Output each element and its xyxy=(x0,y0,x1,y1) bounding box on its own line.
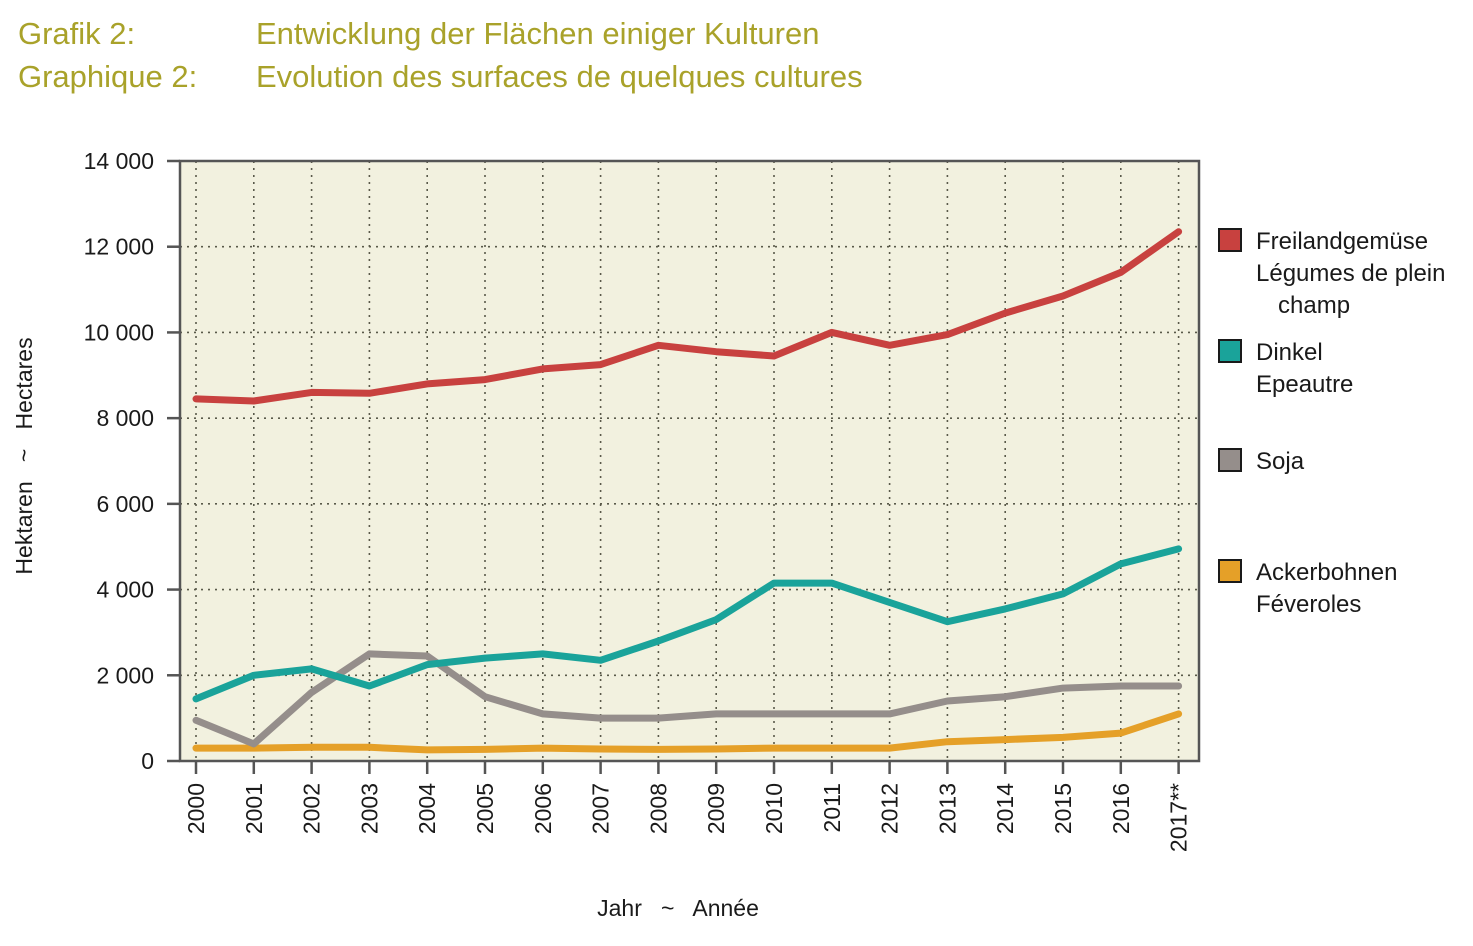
x-tick-label: 2011 xyxy=(819,783,845,832)
x-axis-ticks: 2000 2001 2002 2003 2004 2005 2006 2007 2008 2009… xyxy=(183,761,1192,852)
x-tick-label: 2001 xyxy=(241,783,267,834)
x-axis-label: Jahr ~ Année xyxy=(597,895,759,921)
gridlines xyxy=(180,161,1199,761)
axes xyxy=(178,159,1201,763)
title-label-german: Grafik 2: xyxy=(18,16,136,51)
legend-label: Ackerbohnen xyxy=(1256,559,1397,586)
y-tick-label: 12 000 xyxy=(84,234,154,260)
y-tick-label: 0 xyxy=(141,748,154,774)
x-tick-label: 2013 xyxy=(934,783,960,834)
y-tick-label: 10 000 xyxy=(84,319,154,345)
series-line-freilandgem-se xyxy=(192,228,1183,405)
y-tick-label: 8 000 xyxy=(96,405,154,431)
legend-label: Dinkel xyxy=(1256,339,1323,366)
x-tick-label: 2014 xyxy=(992,783,1018,834)
legend-swatch-soja xyxy=(1218,448,1242,472)
y-tick-label: 2 000 xyxy=(96,662,154,688)
y-tick-label: 4 000 xyxy=(96,577,154,603)
legend-label: Légumes de plein xyxy=(1256,260,1445,287)
plot-area xyxy=(180,161,1199,761)
x-tick-label: 2006 xyxy=(530,783,556,834)
legend-label: Féveroles xyxy=(1256,591,1361,618)
series-lines xyxy=(192,228,1183,754)
x-tick-label: 2007 xyxy=(588,783,614,834)
y-tick-label: 14 000 xyxy=(84,148,154,174)
y-tick-label: 6 000 xyxy=(96,491,154,517)
legend-label: Freilandgemüse xyxy=(1256,228,1428,255)
legend-label: champ xyxy=(1278,292,1350,319)
legend: Freilandgemüse Légumes de plein champ Dinke… xyxy=(1218,228,1445,618)
x-tick-label: 2004 xyxy=(414,783,440,834)
x-tick-label: 2002 xyxy=(299,783,325,834)
x-tick-label: 2012 xyxy=(877,783,903,834)
title-label-french: Graphique 2: xyxy=(18,59,198,94)
x-tick-label: 2005 xyxy=(472,783,498,834)
x-tick-label: 2000 xyxy=(183,783,209,834)
title-text-german: Entwicklung der Flächen einiger Kulturen xyxy=(256,16,820,51)
legend-swatch-dinkel xyxy=(1218,339,1242,363)
legend-label: Soja xyxy=(1256,448,1305,475)
x-tick-label: 2008 xyxy=(645,783,671,834)
y-axis-label: Hektaren ~ Hectares xyxy=(11,337,37,574)
title-text-french: Evolution des surfaces de quelques cultu… xyxy=(256,59,863,94)
plot-frame xyxy=(178,159,1201,763)
legend-label: Epeautre xyxy=(1256,371,1353,398)
x-tick-label: 2003 xyxy=(356,783,382,834)
legend-swatch-freilandgem-se xyxy=(1218,228,1242,252)
x-tick-label: 2010 xyxy=(761,783,787,834)
series-line-dinkel xyxy=(192,545,1183,703)
x-tick-label: 2015 xyxy=(1050,783,1076,834)
legend-swatch-ackerbohnen xyxy=(1218,559,1242,583)
series-line-ackerbohnen xyxy=(192,710,1183,754)
series-line-soja xyxy=(192,650,1183,748)
x-tick-label: 2009 xyxy=(703,783,729,834)
x-tick-label: 2016 xyxy=(1108,783,1134,834)
x-tick-label: 2017** xyxy=(1166,783,1192,852)
y-axis-ticks: 0 2 000 4 000 6 000 8 000 10 000 12 000 14 000 xyxy=(84,148,180,774)
